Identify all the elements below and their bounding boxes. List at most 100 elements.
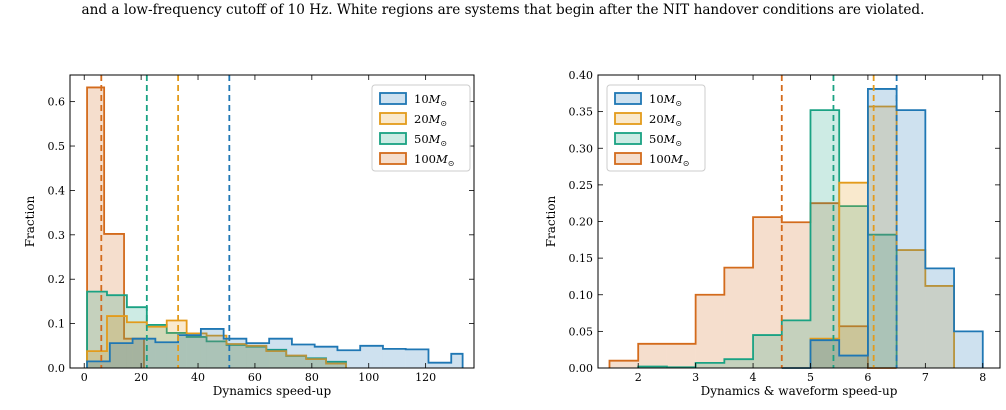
x-tick-label: 80 bbox=[305, 371, 319, 384]
histogram-bar bbox=[286, 355, 307, 368]
legend-label: 100M⊙ bbox=[414, 152, 454, 168]
histogram-bar bbox=[925, 268, 955, 368]
histogram-bar bbox=[132, 338, 156, 368]
legend-swatch bbox=[379, 132, 407, 145]
x-tick-label: 3 bbox=[692, 371, 699, 384]
histogram-bar bbox=[146, 324, 167, 368]
x-tick-label: 5 bbox=[807, 371, 814, 384]
x-tick-label: 20 bbox=[134, 371, 148, 384]
plot-frame bbox=[69, 74, 475, 369]
histogram-bar bbox=[810, 110, 840, 368]
x-tick-label: 60 bbox=[248, 371, 262, 384]
legend-label: 50M⊙ bbox=[414, 132, 447, 148]
x-tick-label: 100 bbox=[358, 371, 379, 384]
histogram-bar bbox=[839, 206, 868, 368]
legend-swatch bbox=[614, 112, 642, 125]
y-tick-label: 0.35 bbox=[569, 106, 594, 119]
y-tick-label: 0.00 bbox=[569, 362, 594, 375]
histogram-bar bbox=[266, 349, 287, 368]
histogram-bar bbox=[226, 344, 247, 368]
histogram-bar bbox=[867, 106, 897, 368]
chart-dynamics-waveform-speedup: 2 3 4 5 6 7 8 0.00 0.05 0.10 0.15 0.20 0.25 0.30 0.35 0… bbox=[544, 69, 1001, 398]
series-100msun bbox=[608, 202, 897, 369]
histogram-bar bbox=[839, 355, 868, 368]
histogram-bar bbox=[428, 362, 452, 368]
legend-label: 10M⊙ bbox=[414, 92, 447, 108]
histogram-outline bbox=[637, 109, 898, 369]
x-tick-label: 0 bbox=[81, 371, 88, 384]
figure-caption: and a low-frequency cutoff of 10 Hz. Whi… bbox=[81, 2, 925, 18]
x-tick-label: 4 bbox=[750, 371, 757, 384]
histogram-bar bbox=[87, 361, 110, 368]
x-tick-label: 40 bbox=[191, 371, 205, 384]
histogram-bar bbox=[695, 362, 725, 368]
histogram-bar bbox=[360, 345, 383, 368]
histogram-bar bbox=[839, 326, 868, 368]
histogram-bar bbox=[306, 358, 327, 368]
x-tick-label: 6 bbox=[864, 371, 871, 384]
series-20msun bbox=[781, 105, 955, 369]
histogram-bar bbox=[666, 343, 696, 368]
histogram-bar bbox=[109, 343, 133, 368]
histogram-bar bbox=[326, 363, 346, 368]
x-tick-label: 120 bbox=[415, 371, 436, 384]
y-tick-label: 0.3 bbox=[48, 229, 66, 242]
histogram-bar bbox=[106, 316, 127, 368]
legend: 10M⊙ 20M⊙ 50M⊙ 100M⊙ bbox=[606, 84, 706, 172]
x-axis-label: Dynamics & waveform speed-up bbox=[701, 384, 898, 398]
x-axis-label: Dynamics speed-up bbox=[213, 384, 332, 398]
y-tick-label: 0.5 bbox=[48, 140, 66, 153]
histogram-bar bbox=[724, 359, 754, 368]
histogram-bar bbox=[286, 356, 307, 368]
legend-label: 20M⊙ bbox=[414, 112, 447, 128]
histogram-bar bbox=[896, 250, 926, 368]
y-axis-label: Fraction bbox=[544, 195, 558, 247]
histogram-outline bbox=[86, 315, 347, 368]
legend-label: 100M⊙ bbox=[649, 152, 689, 168]
histogram-bar bbox=[896, 110, 926, 368]
histogram-bar bbox=[609, 360, 639, 368]
histogram-bar bbox=[126, 322, 147, 368]
histogram-bar bbox=[246, 343, 270, 368]
y-tick-label: 0.30 bbox=[569, 142, 594, 155]
histogram-bar bbox=[405, 349, 429, 368]
histogram-bar bbox=[326, 361, 346, 368]
histogram-bar bbox=[753, 217, 782, 368]
y-tick-label: 0.4 bbox=[48, 184, 66, 197]
x-tick-label: 2 bbox=[635, 371, 642, 384]
legend-swatch bbox=[614, 92, 642, 105]
histogram-bar bbox=[246, 346, 267, 368]
histogram-bar bbox=[638, 343, 667, 368]
y-tick-label: 0.05 bbox=[569, 325, 594, 338]
histogram-bar bbox=[291, 344, 315, 368]
legend: 10M⊙ 20M⊙ 50M⊙ 100M⊙ bbox=[371, 84, 471, 172]
histogram-bar bbox=[166, 320, 187, 368]
histogram-bar bbox=[223, 338, 247, 368]
histogram-bar bbox=[104, 233, 125, 368]
histogram-bar bbox=[87, 87, 105, 369]
legend-label: 10M⊙ bbox=[649, 92, 682, 108]
y-tick-label: 0.10 bbox=[569, 289, 594, 302]
histogram-bar bbox=[266, 351, 287, 368]
histogram-bar bbox=[451, 353, 463, 368]
histogram-outline bbox=[86, 328, 464, 368]
histogram-bar bbox=[306, 359, 327, 368]
legend-swatch bbox=[379, 112, 407, 125]
series-50msun bbox=[637, 109, 898, 369]
histogram-bar bbox=[246, 345, 267, 368]
legend-box bbox=[371, 84, 471, 172]
y-axis-label: Fraction bbox=[23, 195, 37, 247]
y-tick-label: 0.6 bbox=[48, 96, 66, 109]
y-tick-label: 0.2 bbox=[48, 273, 66, 286]
histogram-bar bbox=[867, 234, 897, 368]
histogram-bar bbox=[724, 267, 754, 368]
histogram-bar bbox=[206, 341, 227, 368]
y-tick-label: 0.0 bbox=[48, 362, 66, 375]
histogram-bar bbox=[925, 285, 955, 368]
histogram-bar bbox=[781, 320, 811, 368]
histogram-bar bbox=[810, 340, 840, 368]
histogram-bar bbox=[269, 338, 292, 368]
series-100msun bbox=[86, 86, 145, 369]
histogram-bar bbox=[155, 342, 179, 368]
histogram-bar bbox=[178, 335, 201, 368]
